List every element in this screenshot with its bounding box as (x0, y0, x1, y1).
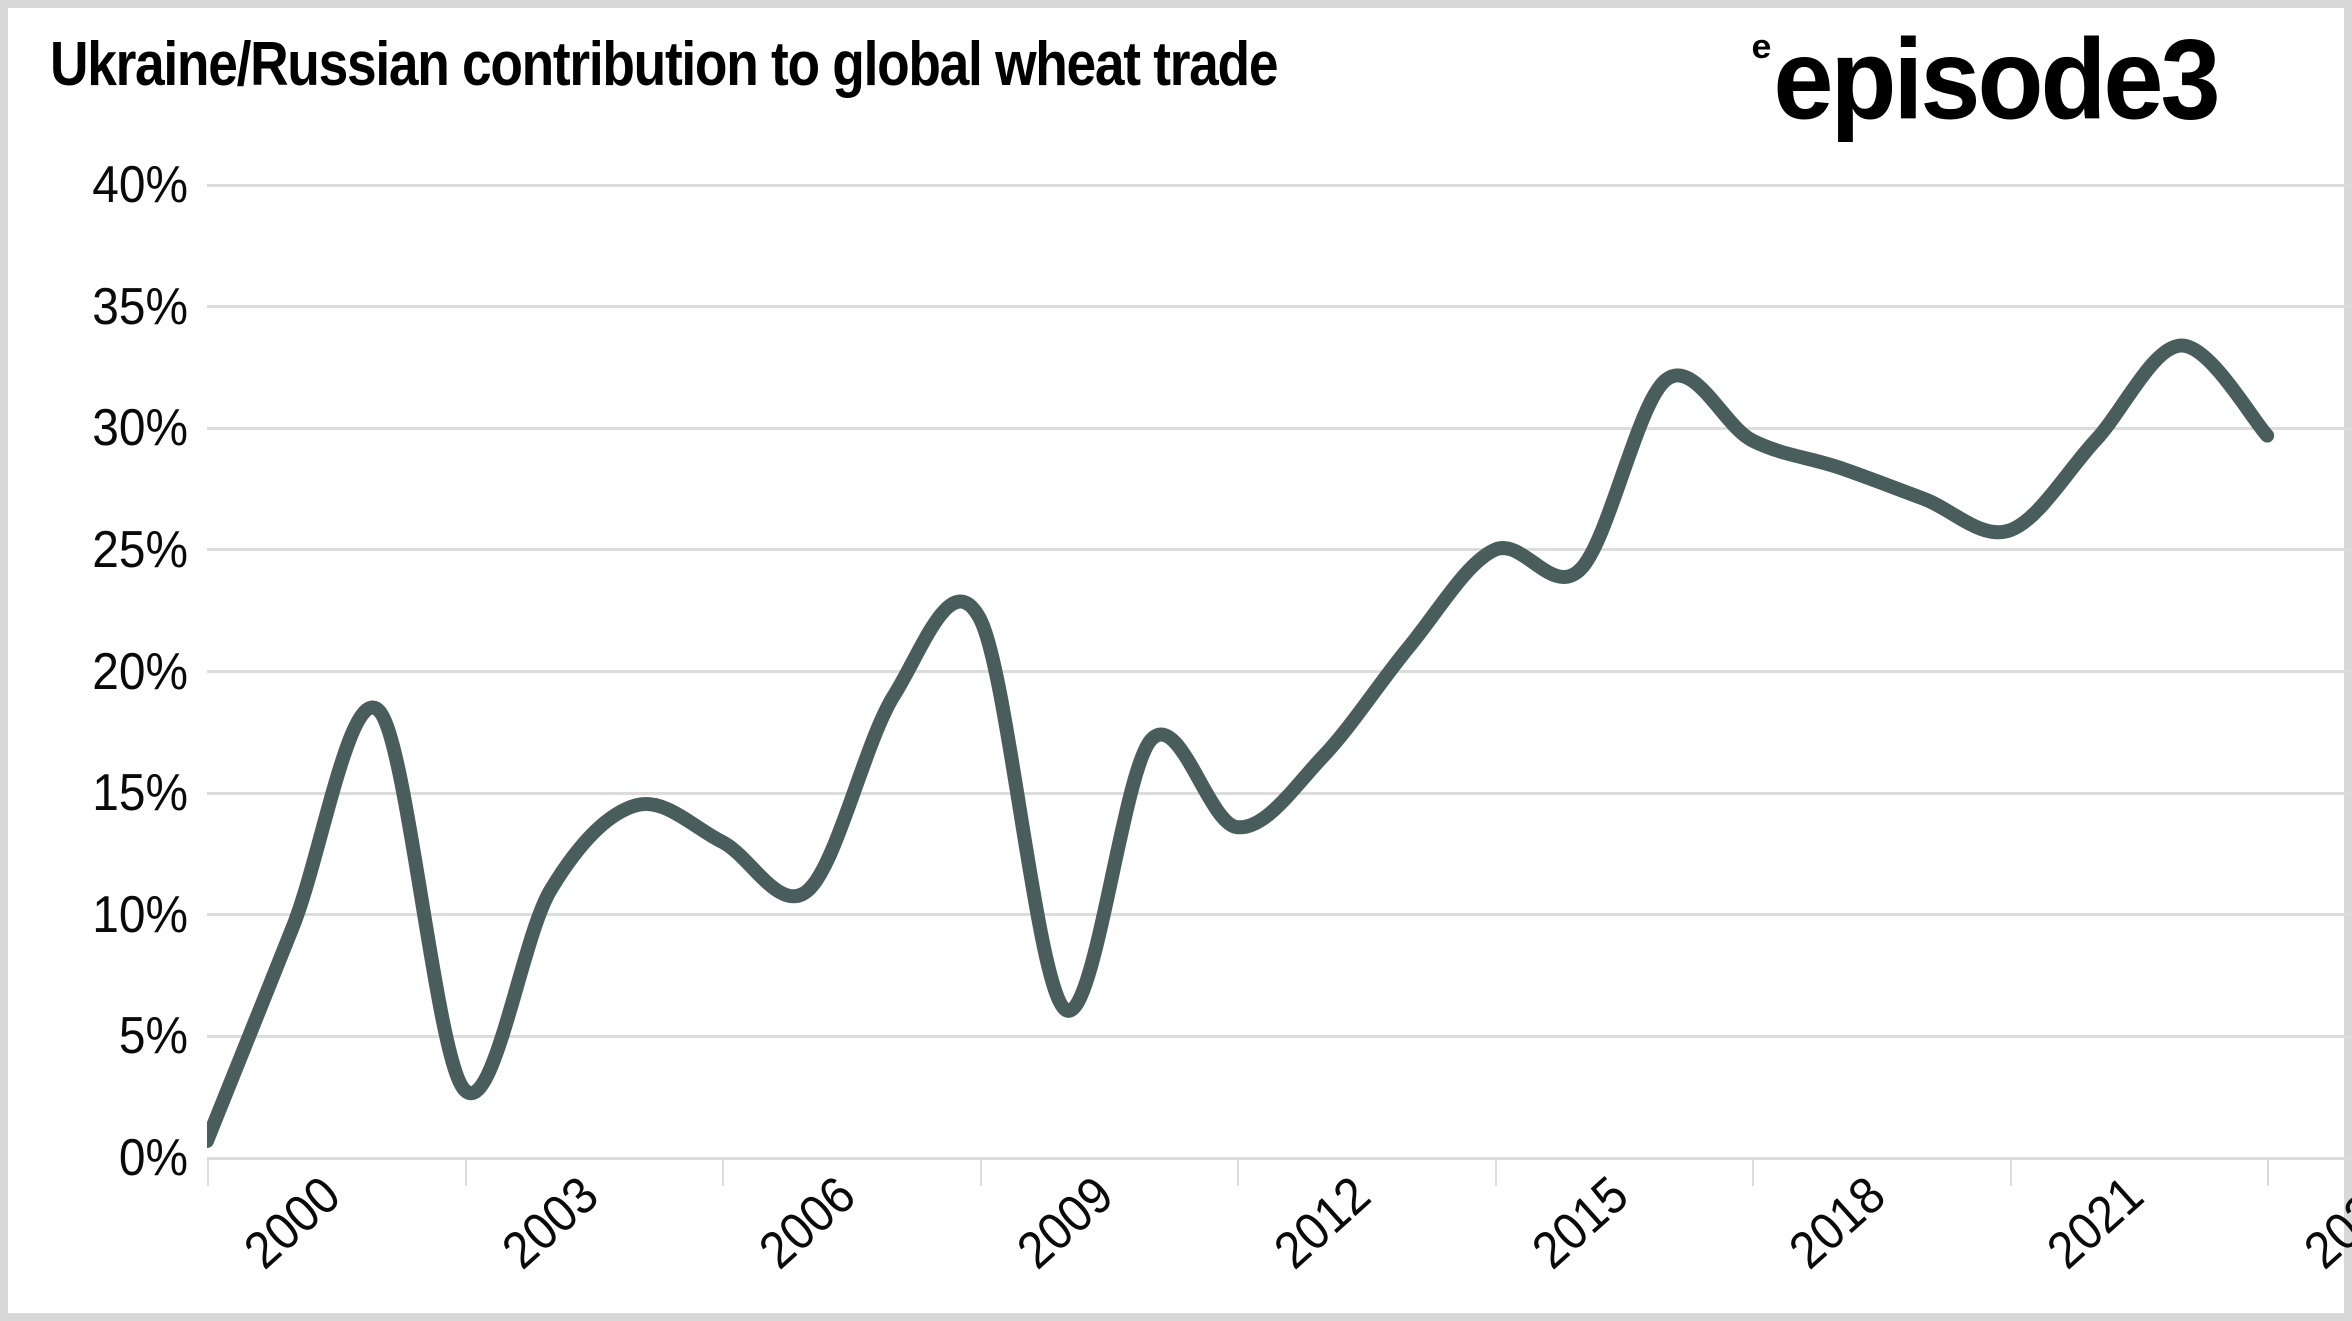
x-axis-tick (722, 1158, 725, 1186)
x-axis-tick-label: 2006 (748, 1165, 867, 1281)
y-axis-tick-label: 30% (92, 399, 188, 458)
gridline (207, 305, 2352, 309)
x-axis-tick (2267, 1158, 2270, 1186)
y-axis-tick-label: 0% (118, 1129, 188, 1187)
gridline (207, 183, 2352, 187)
x-axis-tick-label: 2003 (491, 1165, 610, 1281)
episode3-logo: e episode3 (1750, 16, 2221, 135)
y-axis-tick-label: 15% (92, 764, 188, 823)
gridline (207, 670, 2352, 673)
x-axis-tick (2009, 1158, 2012, 1186)
x-axis-tick-label: 2009 (1006, 1165, 1125, 1281)
y-axis-tick-label: 5% (118, 1007, 188, 1066)
x-axis-tick (1752, 1158, 1755, 1186)
x-axis-tick-label: 2012 (1263, 1165, 1382, 1281)
x-axis-tick-label: 2018 (1778, 1165, 1897, 1281)
x-axis-tick (464, 1158, 467, 1186)
logo-superscript-e: e (1751, 28, 1772, 66)
plot-area (207, 183, 2352, 1186)
gridline (207, 1034, 2352, 1038)
x-axis-labels: 2000 2003 2006 2009 2012 2015 2018 2021 2024 (207, 1165, 2352, 1318)
y-axis-tick-label: 35% (92, 277, 188, 336)
logo-wordmark: episode3 (1773, 14, 2220, 143)
x-axis-tick (1237, 1158, 1240, 1186)
series-path (207, 338, 2275, 1148)
x-axis-tick (979, 1158, 982, 1186)
x-axis-tick (1494, 1158, 1497, 1186)
y-axis-tick-label: 40% (92, 156, 188, 214)
chart-header: Ukraine/Russian contribution to global w… (8, 8, 2344, 135)
page-title: Ukraine/Russian contribution to global w… (50, 30, 1278, 99)
gridline (207, 913, 2352, 917)
y-axis-tick-label: 25% (92, 520, 188, 579)
gridline (207, 791, 2352, 795)
chart-card: Ukraine/Russian contribution to global w… (8, 8, 2352, 1313)
x-axis-tick-label: 2000 (233, 1165, 352, 1281)
gridline (207, 1156, 2352, 1160)
gridline (207, 548, 2352, 552)
y-axis-tick-label: 10% (92, 885, 188, 944)
line-series (207, 338, 2275, 1148)
y-axis-tick-label: 20% (92, 642, 188, 701)
x-axis-tick-label: 2021 (2036, 1165, 2155, 1281)
x-axis-tick (207, 1158, 209, 1186)
gridline (207, 426, 2352, 430)
x-axis-tick-label: 2024 (2293, 1165, 2352, 1281)
x-axis-tick-label: 2015 (1521, 1165, 1640, 1281)
